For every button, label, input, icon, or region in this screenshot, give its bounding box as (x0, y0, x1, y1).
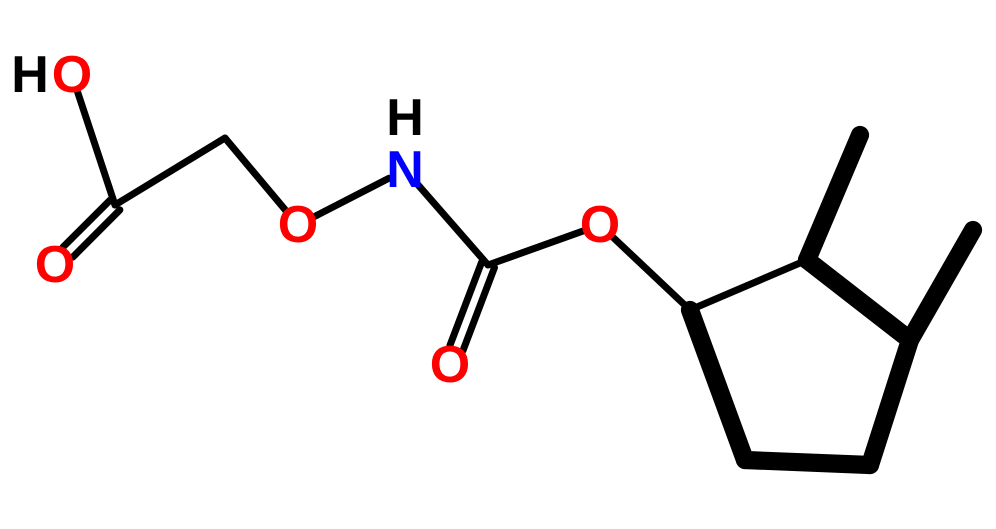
bond (690, 260, 807, 310)
bond (690, 310, 745, 460)
atom-label-o: O (52, 46, 92, 104)
atom-label-o: O (580, 196, 620, 254)
bond (910, 230, 973, 340)
bond (613, 238, 690, 311)
atom-label-h: H (386, 89, 424, 147)
bond (314, 178, 389, 216)
bond (450, 263, 482, 346)
atom-label-o: O (35, 236, 75, 294)
atom-label-h: H (11, 46, 49, 104)
atom-label-o: O (430, 336, 470, 394)
atom-label-n: N (386, 141, 424, 199)
bond (115, 138, 225, 205)
bond (807, 260, 910, 340)
molecule-figure: Chemical structure of a carbamate-linked… (0, 0, 996, 529)
bond (807, 135, 860, 260)
bond (745, 460, 870, 465)
bond (417, 184, 488, 265)
atom-label-o: O (278, 196, 318, 254)
bond (870, 340, 910, 465)
bond (488, 231, 583, 265)
bond (78, 92, 115, 205)
